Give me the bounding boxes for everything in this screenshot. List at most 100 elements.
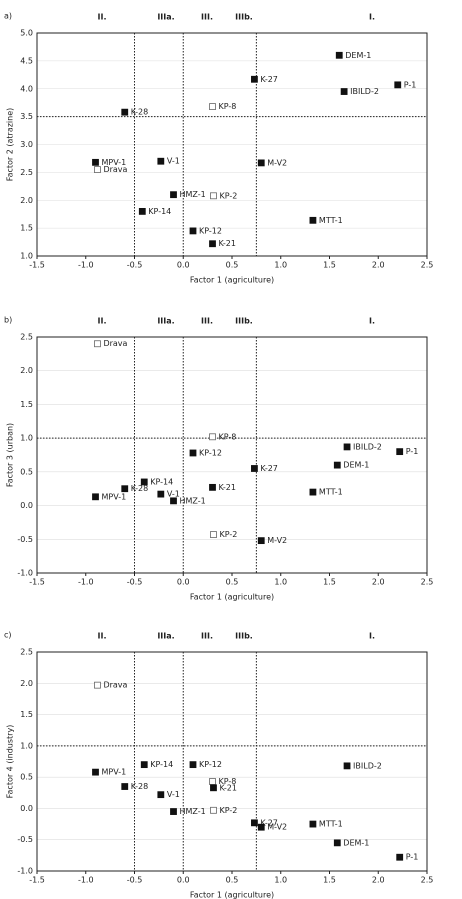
point (170, 808, 177, 815)
panel-label: a) (4, 12, 12, 21)
x-tick-label: 0.0 (177, 578, 190, 587)
x-tick-label: -1.5 (29, 261, 45, 270)
region-label: III. (201, 13, 213, 22)
point (257, 823, 265, 831)
point (396, 853, 404, 861)
point-label: K-28 (131, 782, 148, 791)
point (257, 537, 265, 545)
point (309, 216, 317, 224)
point (394, 81, 402, 89)
plot-frame (36, 336, 428, 574)
y-tick-label: 1.0 (20, 434, 33, 443)
point-label: KP-8 (219, 102, 237, 111)
x-tick-label: -0.5 (127, 876, 143, 885)
point (157, 490, 165, 498)
point-label: K-21 (219, 483, 236, 492)
y-tick-label: 0.0 (20, 804, 33, 813)
y-tick-label: 1.0 (20, 741, 33, 750)
point (138, 207, 146, 215)
point-label: KP-14 (150, 760, 173, 769)
point-label: KP-12 (199, 226, 222, 235)
point (309, 820, 317, 828)
x-axis-title: Factor 1 (agriculture) (190, 891, 274, 899)
point-label: IBILD-2 (353, 442, 382, 451)
point-label: V-1 (167, 790, 180, 799)
x-tick-label: -1.0 (78, 578, 94, 587)
panel-label: b) (4, 316, 12, 325)
point-label: Drava (103, 165, 127, 174)
x-tick-label: -1.5 (29, 876, 45, 885)
region-label: II. (98, 632, 107, 641)
region-label: III. (201, 317, 213, 326)
point (340, 88, 348, 95)
y-tick-label: 1.0 (20, 252, 33, 261)
region-label: II. (98, 317, 107, 326)
point (94, 340, 101, 348)
y-tick-label: -1.0 (17, 867, 33, 876)
y-tick-label: 0.5 (20, 773, 33, 782)
x-tick-label: 1.0 (274, 261, 287, 270)
point-label: KP-14 (150, 477, 173, 486)
x-tick-label: -1.5 (29, 578, 45, 587)
y-axis-title: Factor 4 (industry) (6, 725, 15, 799)
point-label: KP-2 (219, 530, 237, 539)
point (210, 531, 217, 538)
point-label: P-1 (406, 853, 419, 862)
point (92, 493, 99, 501)
y-tick-label: 4.0 (20, 84, 33, 93)
point-label: Drava (103, 681, 127, 690)
region-label: IIIa. (157, 317, 174, 326)
x-tick-label: 2.0 (372, 876, 385, 885)
point-label: MTT-1 (319, 216, 343, 225)
point (209, 240, 216, 248)
region-label: I. (369, 317, 375, 326)
y-tick-label: 1.5 (20, 710, 33, 719)
plot-frame (36, 651, 428, 872)
point (343, 443, 351, 451)
point-label: Drava (103, 339, 127, 348)
point (121, 783, 129, 790)
point (121, 108, 129, 116)
point (92, 768, 99, 776)
point-label: K-27 (260, 818, 277, 827)
y-tick-label: 3.0 (20, 140, 33, 149)
y-axis-title: Factor 3 (urban) (6, 423, 15, 487)
point (157, 791, 165, 799)
x-axis-title: Factor 1 (agriculture) (190, 593, 274, 602)
x-tick-label: 1.0 (274, 578, 287, 587)
point-label: K-27 (260, 75, 277, 84)
point-label: MTT-1 (319, 820, 343, 829)
point-label: K-28 (131, 484, 148, 493)
point (209, 433, 216, 441)
x-tick-label: -1.0 (78, 261, 94, 270)
x-tick-label: 0.0 (177, 261, 190, 270)
point (170, 191, 177, 199)
x-tick-label: 1.5 (323, 578, 336, 587)
y-tick-label: -1.0 (17, 569, 33, 578)
y-tick-label: 2.5 (20, 333, 33, 342)
point (210, 192, 217, 200)
point-label: DEM-1 (343, 461, 369, 470)
x-tick-label: 0.5 (226, 876, 239, 885)
point-label: M-V2 (267, 158, 287, 167)
x-tick-label: -0.5 (127, 261, 143, 270)
point (309, 488, 317, 496)
region-label: IIIb. (235, 317, 253, 326)
region-label: IIIa. (157, 632, 174, 641)
x-tick-label: 2.5 (421, 876, 434, 885)
point (189, 449, 197, 457)
y-tick-label: 4.5 (20, 56, 33, 65)
y-tick-label: 0.5 (20, 467, 33, 476)
point (396, 448, 404, 456)
point-label: MPV-1 (102, 768, 127, 777)
panel-label: c) (4, 631, 12, 640)
y-tick-label: 3.5 (20, 112, 33, 121)
y-tick-label: 1.5 (20, 224, 33, 233)
point-label: KP-12 (199, 760, 222, 769)
point (157, 157, 165, 165)
point (209, 483, 216, 491)
region-label: IIIa. (157, 13, 174, 22)
y-axis-title: Factor 2 (atrazine) (6, 108, 15, 182)
x-tick-label: 2.0 (372, 261, 385, 270)
